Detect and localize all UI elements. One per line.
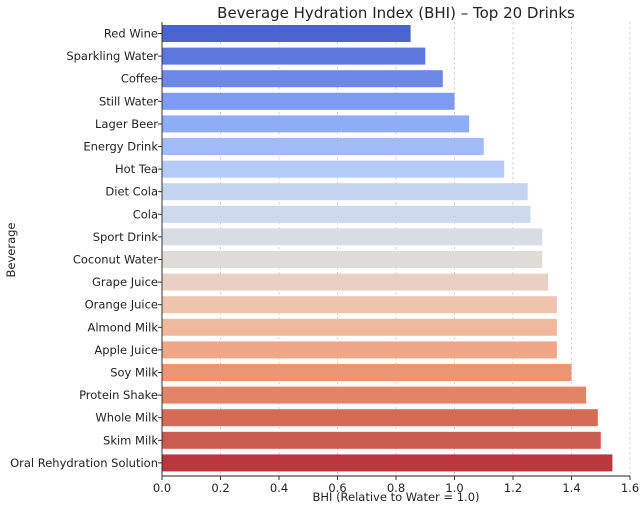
- bar: [162, 296, 557, 314]
- bar: [162, 160, 505, 178]
- y-tick-label: Apple Juice: [94, 343, 158, 357]
- bar: [162, 70, 443, 88]
- y-tick-label: Red Wine: [104, 27, 158, 41]
- y-tick-label: Still Water: [99, 94, 158, 108]
- bar: [162, 228, 543, 246]
- y-tick-label: Sparkling Water: [66, 49, 158, 63]
- bar: [162, 273, 549, 291]
- bar: [162, 205, 531, 223]
- x-tick-label: 0.4: [270, 481, 288, 495]
- y-tick-label: Diet Cola: [105, 185, 158, 199]
- y-tick-label: Lager Beer: [95, 117, 158, 131]
- x-tick-labels: 0.0 0.2 0.4 0.6 0.8 1.0 1.2 1.4 1.6: [153, 476, 639, 495]
- y-tick-label: Oral Rehydration Solution: [10, 456, 158, 470]
- x-tick-label: 1.0: [445, 481, 463, 495]
- y-tick-label: Skim Milk: [103, 433, 158, 447]
- y-tick-label: Hot Tea: [115, 162, 158, 176]
- y-tick-label: Orange Juice: [85, 298, 158, 312]
- y-tick-label: Coconut Water: [73, 253, 158, 267]
- bars: [162, 25, 613, 472]
- y-tick-labels: Red Wine Sparkling Water Coffee Still Water…: [10, 27, 162, 470]
- bar: [162, 454, 613, 472]
- x-tick-label: 1.4: [562, 481, 580, 495]
- bar: [162, 92, 455, 110]
- bar: [162, 115, 470, 133]
- x-tick-label: 0.8: [387, 481, 405, 495]
- y-tick-label: Grape Juice: [92, 275, 158, 289]
- y-tick-label: Sport Drink: [93, 230, 159, 244]
- y-tick-label: Energy Drink: [83, 140, 158, 154]
- chart-title: Beverage Hydration Index (BHI) – Top 20 …: [217, 4, 575, 22]
- x-tick-label: 1.2: [504, 481, 522, 495]
- bar: [162, 386, 587, 404]
- bar: [162, 318, 557, 336]
- bar: [162, 251, 543, 268]
- bar: [162, 431, 601, 449]
- bar: [162, 409, 598, 427]
- x-tick-label: 0.6: [328, 481, 346, 495]
- y-tick-label: Protein Shake: [79, 388, 158, 402]
- y-tick-label: Coffee: [121, 72, 158, 86]
- bar: [162, 25, 411, 42]
- y-tick-label: Cola: [133, 207, 158, 221]
- y-tick-label: Soy Milk: [110, 366, 158, 380]
- x-tick-label: 1.6: [621, 481, 639, 495]
- y-tick-label: Almond Milk: [87, 320, 158, 334]
- x-axis-label: BHI (Relative to Water = 1.0): [312, 490, 479, 504]
- bar: [162, 47, 426, 65]
- x-tick-label: 0.2: [211, 481, 229, 495]
- bar: [162, 183, 528, 201]
- bar: [162, 364, 572, 381]
- x-tick-label: 0.0: [153, 481, 171, 495]
- y-axis-label: Beverage: [4, 223, 18, 278]
- bar: [162, 341, 557, 359]
- y-tick-label: Whole Milk: [95, 411, 158, 425]
- bar: [162, 138, 484, 155]
- grid-lines: [161, 22, 631, 476]
